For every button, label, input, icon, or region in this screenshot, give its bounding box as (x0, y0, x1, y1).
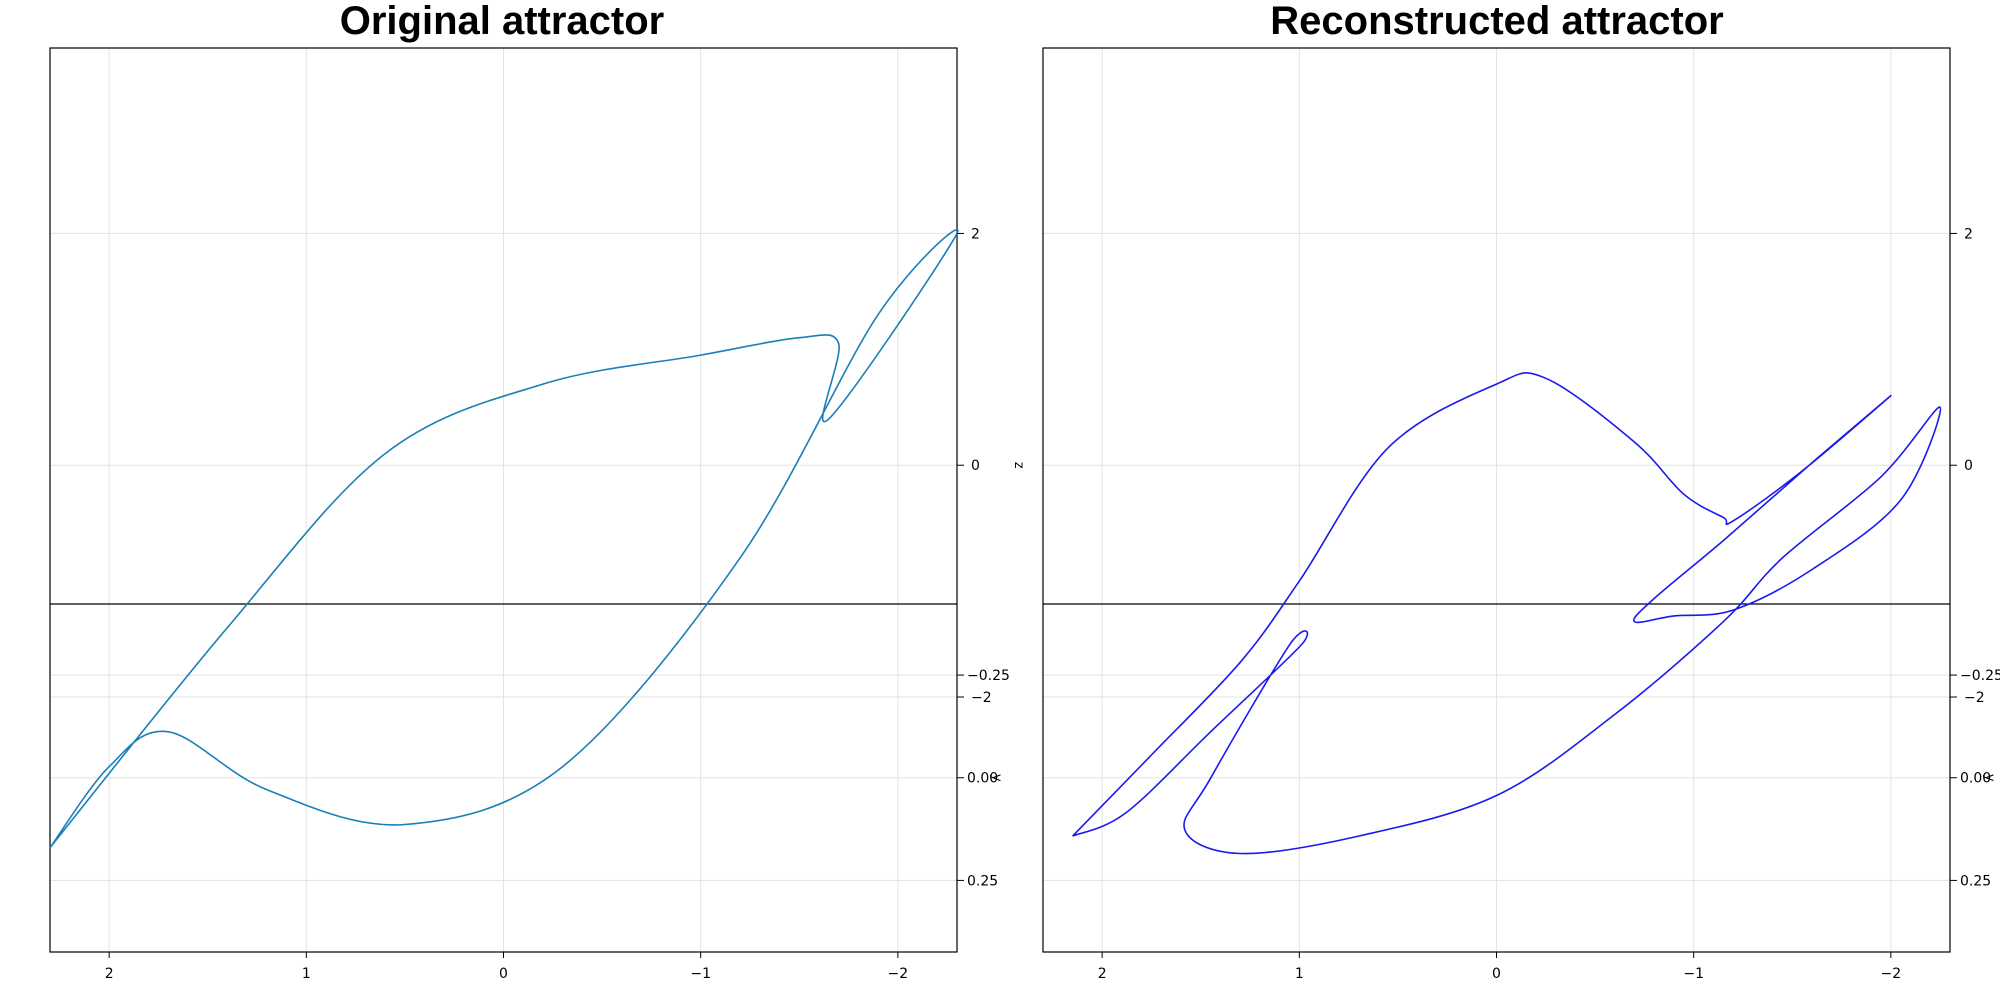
x-tick-label: −1 (690, 966, 711, 982)
z-tick-label: −2 (1964, 690, 1985, 706)
series-group (1072, 372, 1942, 855)
chart-title: Original attractor (340, 0, 665, 43)
chart-title: Reconstructed attractor (1270, 0, 1723, 43)
y-tick-label: 0.25 (967, 873, 998, 889)
x-tick-label: 2 (1098, 966, 1107, 982)
tick-labels: 2 1 0 −1 −2 2 0 −2 −0.25 0.00 0.25 (105, 226, 1010, 982)
x-tick-label: −2 (1881, 966, 1902, 982)
attractor-trajectory (1072, 372, 1942, 855)
y-axis-label: y (989, 774, 1004, 782)
grid (50, 48, 957, 952)
panel-reconstructed-attractor: Reconstructed attractor 2 1 0 −1 −2 2 0 −2 −0.25… (1042, 0, 2000, 982)
x-tick-label: 2 (105, 966, 114, 982)
tick-labels: 2 1 0 −1 −2 2 0 −2 −0.25 0.00 0.25 (1098, 226, 2000, 982)
z-tick-label: −2 (971, 690, 992, 706)
x-tick-label: 1 (1295, 966, 1304, 982)
x-tick-label: 0 (499, 966, 508, 982)
y-axis-label: y (1982, 774, 1997, 782)
x-tick-label: 0 (1492, 966, 1501, 982)
z-tick-label: 0 (1964, 458, 1973, 474)
z-tick-label: 0 (971, 458, 980, 474)
y-tick-label: 0.00 (967, 771, 998, 787)
z-axis-label: z (1011, 462, 1026, 469)
panel-original-attractor: Original attractor 2 1 0 −1 −2 2 0 −2 −0.25 0.00 0… (49, 0, 1026, 982)
z-tick-label: 2 (1964, 226, 1973, 242)
attractor-trajectory (49, 228, 959, 849)
x-tick-label: −2 (888, 966, 909, 982)
y-tick-label: −0.25 (967, 668, 1010, 684)
y-tick-label: 0.00 (1960, 771, 1991, 787)
x-tick-label: 1 (302, 966, 311, 982)
z-tick-label: 2 (971, 226, 980, 242)
x-tick-label: −1 (1683, 966, 1704, 982)
y-tick-label: −0.25 (1960, 668, 2000, 684)
y-tick-label: 0.25 (1960, 873, 1991, 889)
grid (1043, 48, 1950, 952)
series-group (49, 228, 959, 849)
